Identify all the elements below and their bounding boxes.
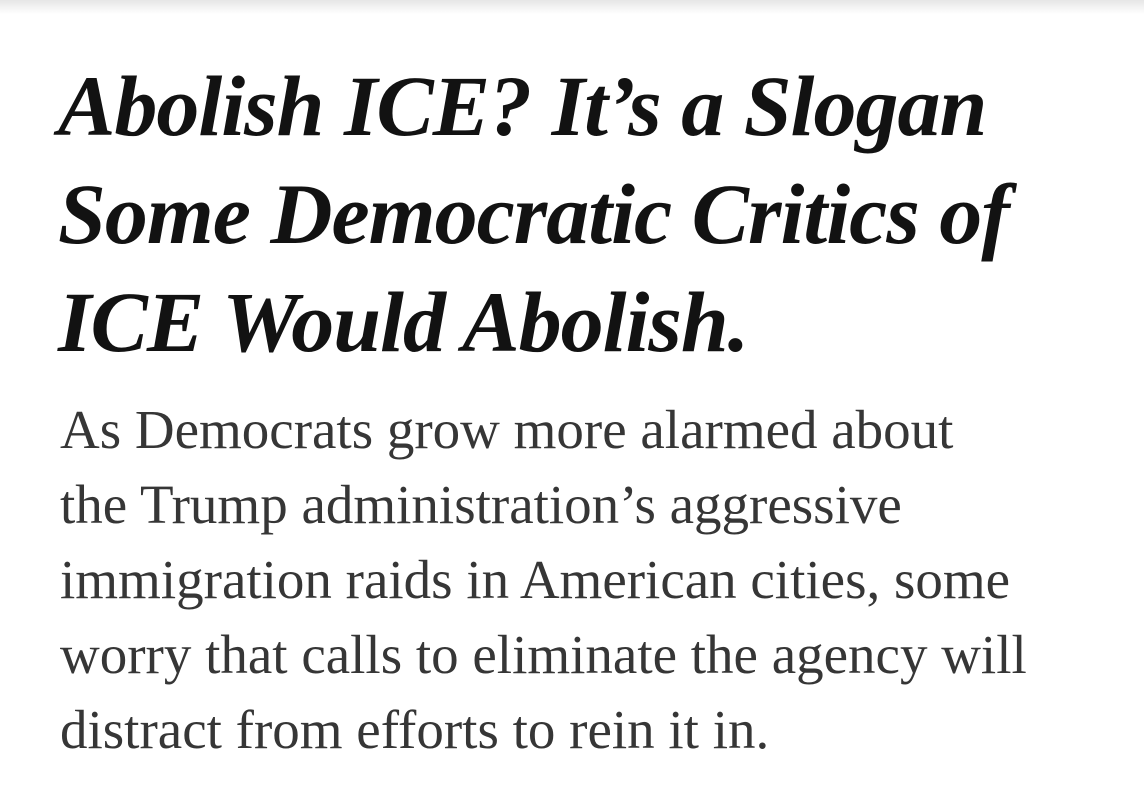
headline[interactable]: Abolish ICE? It’s a Slogan Some Democrat… — [58, 52, 1010, 376]
headline-line: Some Democratic Critics of — [58, 166, 1010, 262]
summary-line: worry that calls to eliminate the agency… — [60, 624, 1027, 685]
summary-line: immigration raids in American cities, so… — [60, 549, 1011, 610]
summary: As Democrats grow more alarmed about the… — [60, 392, 1027, 767]
summary-line: As Democrats grow more alarmed about — [60, 399, 954, 460]
summary-line: the Trump administration’s aggressive — [60, 474, 902, 535]
headline-line: ICE Would Abolish. — [58, 274, 749, 370]
top-shadow — [0, 0, 1144, 14]
headline-line: Abolish ICE? It’s a Slogan — [58, 58, 987, 154]
summary-line: distract from efforts to rein it in. — [60, 699, 770, 760]
